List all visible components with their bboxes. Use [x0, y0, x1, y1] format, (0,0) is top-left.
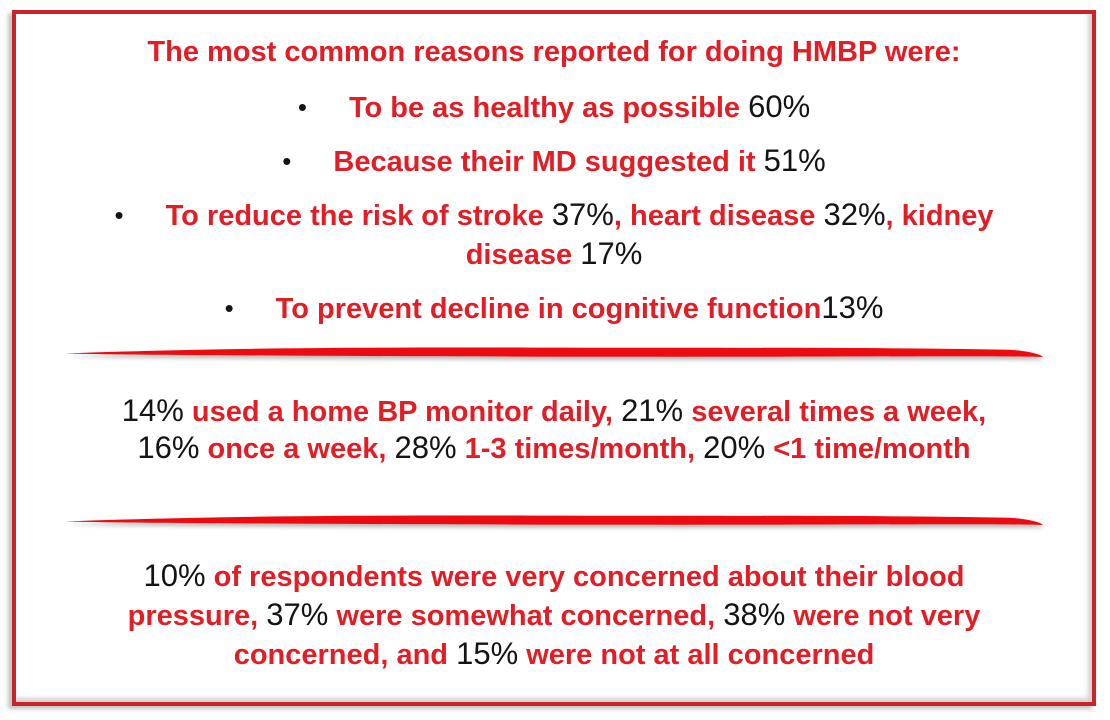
text-segment: 60%	[748, 89, 811, 124]
text-segment: 51%	[763, 143, 826, 178]
text-segment: <1 time/month	[765, 433, 971, 465]
frequency-line: 14% used a home BP monitor daily, 21% se…	[16, 393, 1092, 430]
divider-swoosh-shape	[65, 515, 1043, 525]
text-segment: used a home BP monitor daily,	[183, 396, 622, 428]
text-segment: , heart disease	[613, 200, 824, 232]
list-item: • To prevent decline in cognitive functio…	[16, 289, 1092, 328]
frequency-paragraph: 14% used a home BP monitor daily, 21% se…	[16, 393, 1092, 467]
text-segment: 14%	[121, 393, 184, 428]
list-item: • To reduce the risk of stroke 37%, heart…	[16, 196, 1092, 235]
list-item-text: Because their MD suggested it 51%	[333, 143, 826, 178]
text-segment: 16%	[137, 430, 200, 465]
text-segment: were not at all concerned	[518, 639, 875, 671]
text-segment: were not very	[785, 600, 981, 632]
text-segment: pressure,	[127, 600, 267, 632]
text-segment: The most common reasons reported for doi…	[147, 36, 961, 68]
text-segment: 17%	[580, 236, 643, 271]
list-item-text: To reduce the risk of stroke 37%, heart …	[165, 197, 994, 232]
bullet-icon: •	[297, 92, 307, 122]
slide-title: The most common reasons reported for doi…	[16, 33, 1092, 71]
text-segment: 32%	[823, 197, 886, 232]
text-segment: were somewhat concerned,	[328, 600, 724, 632]
frequency-line: 16% once a week, 28% 1-3 times/month, 20…	[16, 430, 1092, 467]
concern-paragraph: 10% of respondents were very concerned a…	[16, 557, 1092, 674]
text-segment: To prevent decline in cognitive function	[275, 293, 822, 325]
text-segment: 15%	[456, 636, 519, 671]
list-item: • Because their MD suggested it 51%	[16, 142, 1092, 181]
text-segment: To be as healthy as possible	[348, 92, 749, 124]
text-segment: 21%	[621, 393, 684, 428]
text-segment: To reduce the risk of stroke	[165, 200, 552, 232]
list-item-text: To be as healthy as possible 60%	[348, 89, 811, 124]
bullet-icon: •	[282, 146, 292, 176]
text-segment: concerned, and	[233, 639, 457, 671]
bullet-icon: •	[114, 200, 124, 230]
list-item-continuation: disease 17%	[16, 235, 1092, 274]
divider-swoosh-shape	[65, 347, 1043, 357]
concern-line: 10% of respondents were very concerned a…	[16, 557, 1092, 596]
tapered-divider	[63, 343, 1045, 365]
concern-line: pressure, 37% were somewhat concerned, 3…	[16, 596, 1092, 635]
text-segment: once a week,	[199, 433, 395, 465]
text-segment: several times a week,	[683, 396, 987, 428]
text-segment: 37%	[551, 197, 614, 232]
list-item-text: To prevent decline in cognitive function…	[275, 290, 884, 325]
text-segment: 10%	[143, 558, 206, 593]
text-segment: , kidney	[885, 200, 994, 232]
text-segment: 28%	[394, 430, 457, 465]
text-segment: of respondents were very concerned about…	[205, 561, 965, 593]
tapered-divider	[63, 511, 1045, 533]
text-segment: 20%	[703, 430, 766, 465]
text-segment: disease	[465, 239, 581, 271]
text-segment: 13%	[821, 290, 884, 325]
text-segment: 38%	[723, 597, 786, 632]
slide-frame: The most common reasons reported for doi…	[12, 10, 1096, 706]
text-segment: 1-3 times/month,	[456, 433, 704, 465]
concern-line: concerned, and 15% were not at all conce…	[16, 635, 1092, 674]
list-item: • To be as healthy as possible 60%	[16, 88, 1092, 127]
reasons-list: • To be as healthy as possible 60% • Becau…	[16, 88, 1092, 328]
bullet-icon: •	[224, 293, 234, 323]
text-segment: Because their MD suggested it	[333, 146, 764, 178]
text-segment: 37%	[266, 597, 329, 632]
